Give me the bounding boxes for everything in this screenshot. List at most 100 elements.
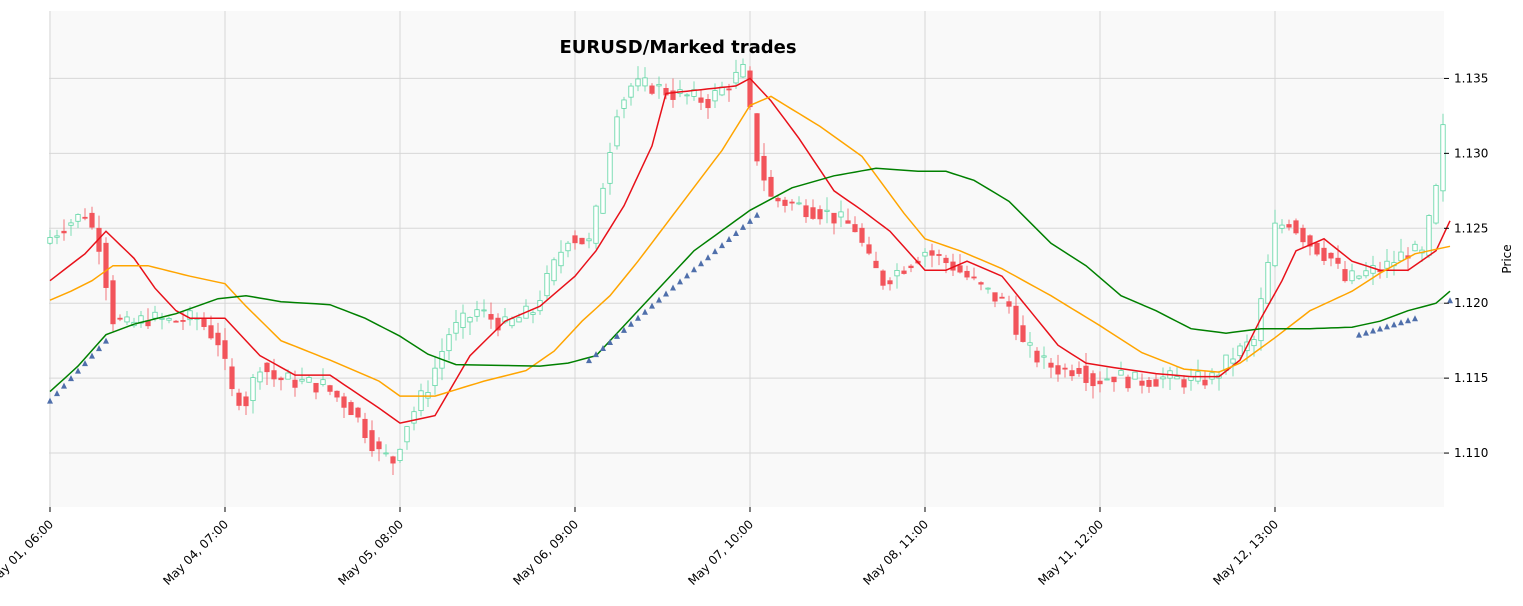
y-tick-label: 1.115 <box>1454 371 1488 385</box>
candle-down <box>103 242 109 288</box>
candle-up <box>516 317 522 323</box>
candle-down <box>908 265 914 269</box>
trade-marker <box>719 242 725 249</box>
candle-up <box>1412 243 1418 252</box>
candle-down <box>747 70 753 108</box>
candle-down <box>341 396 347 408</box>
candle-down <box>775 197 781 202</box>
candle-down <box>873 260 879 269</box>
candle-down <box>1034 350 1040 363</box>
candle-up <box>544 272 550 297</box>
candle-down <box>1286 224 1292 228</box>
candle-down <box>362 418 368 439</box>
candle-up <box>1132 371 1138 380</box>
candle-up <box>586 238 592 242</box>
candle-up <box>642 77 648 87</box>
ma-line-3 <box>49 167 1451 393</box>
candle-up <box>530 312 536 315</box>
candle-down <box>901 270 907 274</box>
trade-marker <box>1377 325 1383 332</box>
candle-down <box>817 209 823 220</box>
candle-down <box>271 370 277 380</box>
x-tick-label: May 06, 09:00 <box>510 517 581 588</box>
candle-up <box>460 312 466 328</box>
trade-marker <box>47 397 53 404</box>
candle-down <box>82 216 88 219</box>
y-tick-label: 1.120 <box>1454 296 1488 310</box>
trade-marker <box>663 290 669 297</box>
candle-up <box>306 377 312 383</box>
candle-down <box>1307 235 1313 247</box>
candle-down <box>1125 376 1131 389</box>
trade-marker <box>1363 329 1369 336</box>
plot-area <box>49 11 1444 507</box>
candle-down <box>1300 227 1306 243</box>
candle-up <box>600 187 606 214</box>
candle-up <box>894 270 900 277</box>
candle-up <box>425 392 431 399</box>
candle-up <box>138 315 144 324</box>
candle-down <box>964 270 970 278</box>
candle-down <box>495 317 501 331</box>
trade-marker <box>670 284 676 291</box>
candle-down <box>1069 370 1075 377</box>
x-tick-label: May 05, 08:00 <box>335 517 406 588</box>
candle-up <box>467 316 473 323</box>
candle-down <box>1097 380 1103 385</box>
candle-up <box>411 411 417 424</box>
candle-down <box>1048 362 1054 368</box>
trade-marker <box>726 236 732 243</box>
candle-down <box>264 362 270 373</box>
trade-marker <box>705 254 711 261</box>
candle-up <box>565 242 571 252</box>
candle-down <box>845 220 851 224</box>
trade-marker <box>586 357 592 364</box>
candle-up <box>383 452 389 455</box>
candle-down <box>89 212 95 228</box>
candle-down <box>369 430 375 452</box>
candle-down <box>1342 269 1348 282</box>
trade-marker <box>712 248 718 255</box>
trade-marker <box>740 223 746 230</box>
trade-marker <box>607 338 613 345</box>
candle-down <box>887 280 893 285</box>
candle-up <box>299 378 305 382</box>
candle-down <box>768 176 774 197</box>
candle-down <box>180 320 186 322</box>
candle-up <box>54 235 60 238</box>
trade-marker <box>691 266 697 273</box>
candle-up <box>285 372 291 380</box>
trade-marker <box>1447 297 1453 304</box>
candle-down <box>376 441 382 450</box>
candle-down <box>334 390 340 398</box>
trade-marker <box>628 320 634 327</box>
candle-down <box>999 296 1005 299</box>
trade-marker <box>54 390 60 397</box>
candle-up <box>187 310 193 321</box>
trade-marker <box>656 296 662 303</box>
trade-marker <box>593 351 599 358</box>
candle-up <box>47 237 53 244</box>
candle-down <box>1314 242 1320 255</box>
candle-down <box>208 325 214 339</box>
candle-up <box>838 211 844 218</box>
candle-down <box>670 90 676 100</box>
candle-up <box>1118 370 1124 376</box>
candle-down <box>957 265 963 273</box>
candle-down <box>943 257 949 264</box>
candle-down <box>978 282 984 285</box>
candle-down <box>698 97 704 103</box>
candle-up <box>432 367 438 387</box>
candle-down <box>782 199 788 206</box>
candle-up <box>558 251 564 267</box>
candle-down <box>1202 379 1208 386</box>
chart-title: EURUSD/Marked trades <box>559 37 796 58</box>
candle-up <box>712 90 718 102</box>
candle-up <box>691 89 697 97</box>
candle-down <box>117 317 123 320</box>
candle-up <box>320 379 326 385</box>
candle-down <box>761 155 767 181</box>
trade-marker <box>614 332 620 339</box>
trade-markers <box>47 211 1453 404</box>
